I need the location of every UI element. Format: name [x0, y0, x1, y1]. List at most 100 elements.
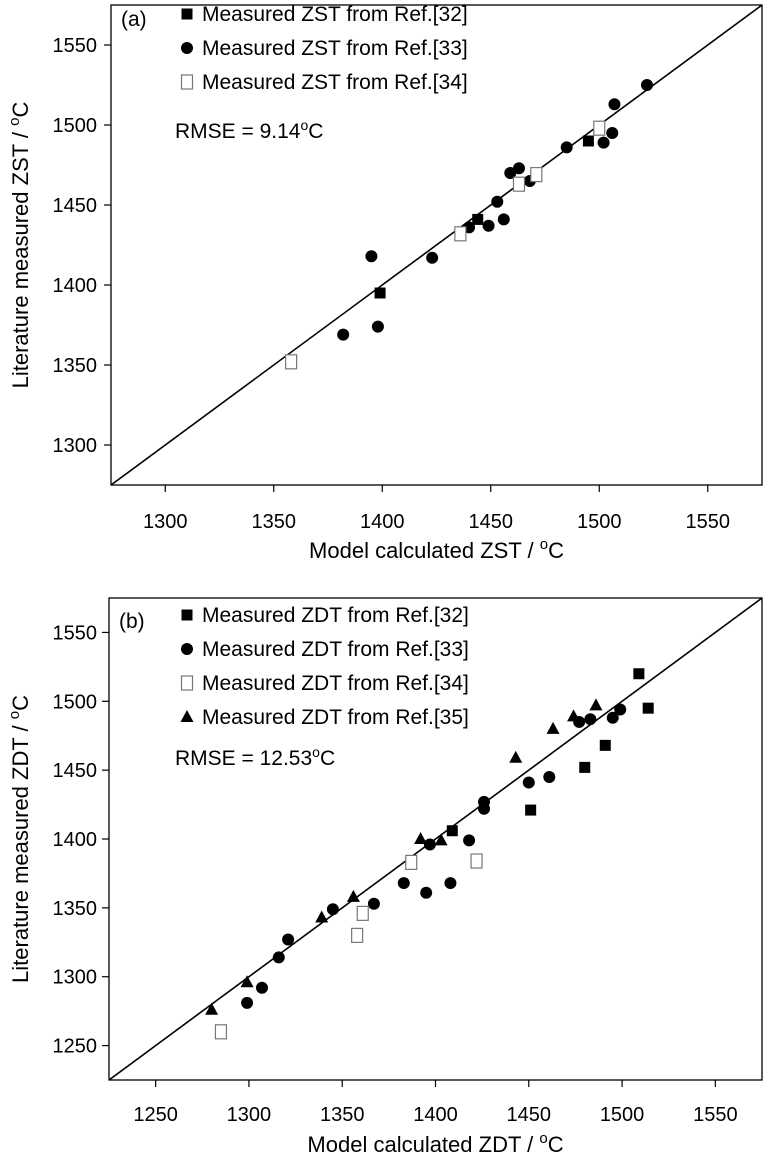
y-tick-label: 1450	[53, 760, 98, 782]
data-point-series-2	[606, 711, 619, 724]
data-point-series-1	[472, 213, 484, 225]
rmse-value: RMSE = 9.14	[175, 120, 301, 143]
data-point-series-2	[326, 903, 339, 916]
x-tick-label: 1450	[469, 511, 514, 533]
data-point-series-2	[397, 877, 410, 890]
data-point-series-2	[463, 834, 476, 847]
data-point-series-2	[512, 162, 525, 175]
rmse-annotation: RMSE = 12.53oC	[175, 744, 335, 770]
data-point-series-4	[546, 721, 560, 734]
rmse-annotation: RMSE = 9.14oC	[175, 117, 323, 143]
data-point-series-2	[482, 219, 495, 232]
legend-marker	[181, 609, 193, 621]
data-point-series-2	[367, 897, 380, 910]
data-point-series-3	[454, 226, 467, 242]
legend-entry: Measured ZDT from Ref.[33]	[202, 638, 469, 661]
data-points	[285, 79, 653, 370]
data-point-series-3	[214, 1024, 228, 1040]
x-tick-label: 1550	[686, 511, 731, 533]
data-point-series-2	[478, 795, 491, 808]
y-axis-unit-degree: o	[6, 711, 23, 719]
data-point-series-2	[337, 328, 350, 341]
x-tick-label: 1400	[413, 1104, 458, 1126]
data-point-series-2	[543, 771, 556, 784]
data-point-series-4	[240, 975, 254, 988]
y-axis-unit-degree: o	[6, 118, 23, 126]
chart-panel-b: 1250 1300 1350 1400 1450 1500 1550 1250 1300 1350…	[6, 597, 763, 1157]
x-axis-label-text: Model calculated ZST /	[309, 538, 540, 563]
legend-marker	[181, 42, 193, 54]
legend-marker	[180, 74, 194, 90]
x-tick-label: 1300	[227, 1104, 272, 1126]
data-point-series-1	[642, 702, 654, 714]
y-tick-label: 1450	[53, 195, 98, 217]
data-point-series-2	[426, 251, 439, 264]
data-point-series-1	[579, 761, 591, 773]
plot-frame	[110, 4, 763, 486]
data-point-series-1	[633, 668, 645, 680]
x-tick-label: 1550	[693, 1104, 738, 1126]
y-tick-label: 1500	[53, 691, 98, 713]
x-tick-label: 1350	[252, 511, 297, 533]
data-point-series-3	[351, 927, 364, 944]
data-point-series-1	[374, 287, 386, 299]
data-point-series-2	[614, 703, 627, 716]
x-axis-label-text: Model calculated ZDT /	[307, 1132, 539, 1157]
data-point-series-3	[512, 176, 526, 192]
data-point-series-2	[371, 320, 384, 333]
data-point-series-3	[405, 854, 418, 871]
x-tick-label: 1400	[360, 511, 405, 533]
x-tick-label: 1450	[507, 1104, 552, 1126]
data-point-series-2	[365, 250, 378, 263]
legend-marker	[181, 643, 193, 655]
data-point-series-3	[285, 354, 298, 370]
data-point-series-2	[241, 996, 254, 1009]
x-tick-label: 1350	[320, 1104, 365, 1126]
legend-entry: Measured ZDT from Ref.[32]	[202, 604, 469, 627]
data-point-series-1	[446, 825, 458, 837]
y-tick-label: 1350	[53, 898, 98, 920]
data-point-series-2	[522, 776, 535, 789]
legend-marker	[180, 675, 194, 691]
data-point-series-2	[255, 981, 268, 994]
y-axis-label-text: Literature measured ZDT /	[8, 719, 33, 983]
data-point-series-4	[589, 698, 603, 711]
data-point-series-3	[593, 120, 606, 136]
y-axis-label: Literature measured ZDT / oC	[6, 695, 33, 983]
y-axis-label-text: Literature measured ZST /	[8, 126, 33, 389]
y-tick-label: 1400	[53, 275, 98, 297]
y-tick-label: 1300	[53, 967, 98, 989]
x-axis-unit-celsius: C	[548, 538, 564, 563]
data-point-series-3	[356, 905, 369, 921]
x-axis-label: Model calculated ZST / oC	[309, 536, 564, 563]
data-point-series-2	[272, 951, 285, 964]
data-point-series-2	[560, 141, 573, 154]
rmse-value: RMSE = 12.53	[175, 747, 312, 770]
data-point-series-2	[491, 195, 504, 208]
data-point-series-1	[582, 135, 594, 147]
data-points	[205, 668, 654, 1040]
legend-entry: Measured ZDT from Ref.[34]	[202, 672, 469, 695]
data-point-series-2	[640, 79, 653, 91]
data-point-series-4	[567, 709, 581, 722]
x-tick-label: 1250	[133, 1104, 178, 1126]
data-point-series-2	[420, 886, 433, 899]
data-point-series-3	[470, 853, 483, 869]
y-tick-label: 1400	[53, 829, 98, 851]
legend-entry: Measured ZST from Ref.[32]	[202, 3, 468, 26]
y-tick-label: 1550	[53, 35, 98, 57]
y-axis-unit-celsius: C	[8, 102, 33, 118]
y-tick-label: 1550	[53, 622, 98, 644]
x-tick-label: 1500	[577, 511, 622, 533]
legend-marker	[180, 710, 194, 722]
x-axis-label: Model calculated ZDT / oC	[307, 1130, 563, 1157]
data-point-series-2	[597, 136, 610, 149]
chart-panel-a: 1300 1350 1400 1450 1500 1550 1300 1350 1400 1450…	[6, 3, 763, 563]
data-point-series-4	[205, 1002, 219, 1015]
legend-entry: Measured ZST from Ref.[34]	[202, 71, 468, 94]
data-point-series-4	[346, 889, 360, 902]
data-point-series-1	[525, 804, 537, 816]
x-axis-unit-celsius: C	[548, 1132, 564, 1157]
data-point-series-2	[606, 127, 619, 139]
panel-label: (a)	[121, 8, 147, 31]
